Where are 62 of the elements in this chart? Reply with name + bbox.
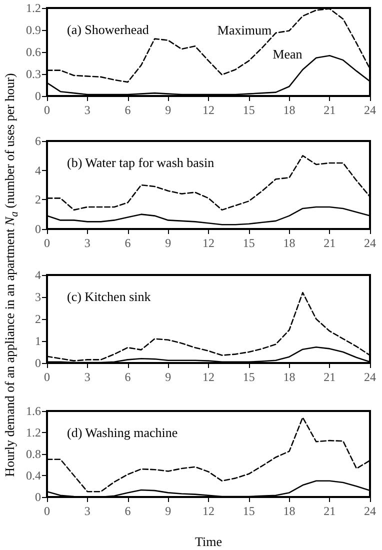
x-tick-label: 9 xyxy=(165,504,172,518)
x-tick-label: 18 xyxy=(283,370,296,384)
y-tick-label: 1.2 xyxy=(26,1,41,15)
x-tick-label: 24 xyxy=(364,103,376,117)
x-tick-label: 3 xyxy=(84,370,90,384)
series-label: Mean xyxy=(272,46,303,62)
y-tick-label: 0 xyxy=(35,89,41,103)
x-tick-label: 9 xyxy=(165,103,172,117)
x-tick-label: 6 xyxy=(124,504,131,518)
y-tick-label: 2 xyxy=(35,312,41,326)
x-tick-label: 0 xyxy=(44,236,50,250)
x-tick-label: 15 xyxy=(242,103,255,117)
x-tick-label: 6 xyxy=(124,370,131,384)
text: (c) Kitchen sink xyxy=(67,289,152,304)
x-tick-label: 12 xyxy=(202,504,214,518)
x-tick-label: 3 xyxy=(84,504,90,518)
x-tick-label: 6 xyxy=(124,236,131,250)
x-tick-label: 18 xyxy=(283,504,296,518)
x-tick-label: 24 xyxy=(364,504,376,518)
x-tick-label: 3 xyxy=(84,236,90,250)
x-tick-label: 9 xyxy=(165,370,172,384)
x-tick-label: 18 xyxy=(283,236,296,250)
x-tick-label: 21 xyxy=(324,103,336,117)
x-tick-label: 24 xyxy=(364,236,376,250)
x-tick-label: 12 xyxy=(202,370,214,384)
x-tick-label: 24 xyxy=(364,370,376,384)
x-axis-title: Time xyxy=(195,534,222,549)
x-tick-label: 3 xyxy=(84,103,90,117)
text: (b) Water tap for wash basin xyxy=(67,155,215,170)
y-tick-label: 0.8 xyxy=(26,447,41,461)
x-tick-label: 9 xyxy=(165,236,172,250)
x-tick-label: 15 xyxy=(242,370,255,384)
y-tick-label: 0.3 xyxy=(26,67,41,81)
x-tick-label: 12 xyxy=(202,236,214,250)
y-tick-label: 1.6 xyxy=(26,404,41,418)
x-tick-label: 12 xyxy=(202,103,214,117)
y-tick-label: 0 xyxy=(35,356,41,370)
x-tick-label: 6 xyxy=(124,103,131,117)
y-tick-label: 0 xyxy=(35,490,41,504)
text: (a) Showerhead xyxy=(67,22,150,37)
y-tick-label: 4 xyxy=(35,163,41,178)
y-tick-label: 0 xyxy=(35,222,41,236)
text: (d) Washing machine xyxy=(67,425,178,440)
x-tick-label: 0 xyxy=(44,103,50,117)
series-label: Maximum xyxy=(217,22,272,38)
y-tick-label: 2 xyxy=(35,192,41,207)
y-tick-label: 0.9 xyxy=(26,23,41,37)
y-tick-label: 4 xyxy=(35,268,41,282)
y-tick-label: 0.6 xyxy=(26,45,41,59)
x-tick-label: 18 xyxy=(283,103,296,117)
x-tick-label: 21 xyxy=(324,236,336,250)
y-tick-label: 1 xyxy=(35,334,41,348)
x-tick-label: 0 xyxy=(44,504,50,518)
y-tick-label: 1.2 xyxy=(26,426,41,440)
x-tick-label: 21 xyxy=(324,370,336,384)
x-tick-label: 15 xyxy=(242,504,255,518)
y-tick-label: 3 xyxy=(35,290,41,304)
y-tick-label: 6 xyxy=(35,134,41,148)
x-tick-label: 21 xyxy=(324,504,336,518)
x-tick-label: 15 xyxy=(242,236,255,250)
x-tick-label: 0 xyxy=(44,370,50,384)
y-tick-label: 0.4 xyxy=(26,468,41,482)
